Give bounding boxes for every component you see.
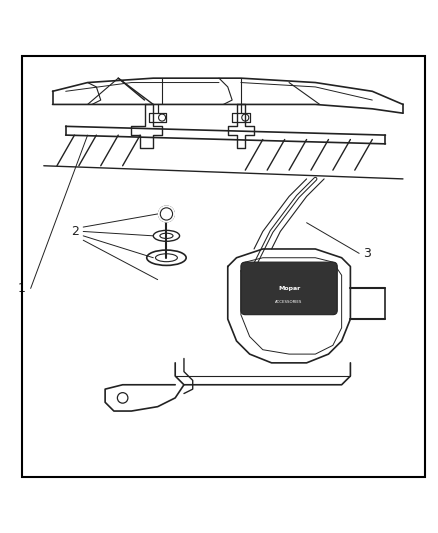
Text: ACCESSORIES: ACCESSORIES (276, 300, 303, 303)
Text: 3: 3 (364, 247, 371, 260)
Text: 1: 1 (18, 282, 25, 295)
Circle shape (159, 206, 174, 222)
Text: Mopar: Mopar (278, 286, 300, 291)
FancyBboxPatch shape (241, 262, 337, 314)
Circle shape (159, 206, 174, 222)
Text: 2: 2 (71, 225, 79, 238)
